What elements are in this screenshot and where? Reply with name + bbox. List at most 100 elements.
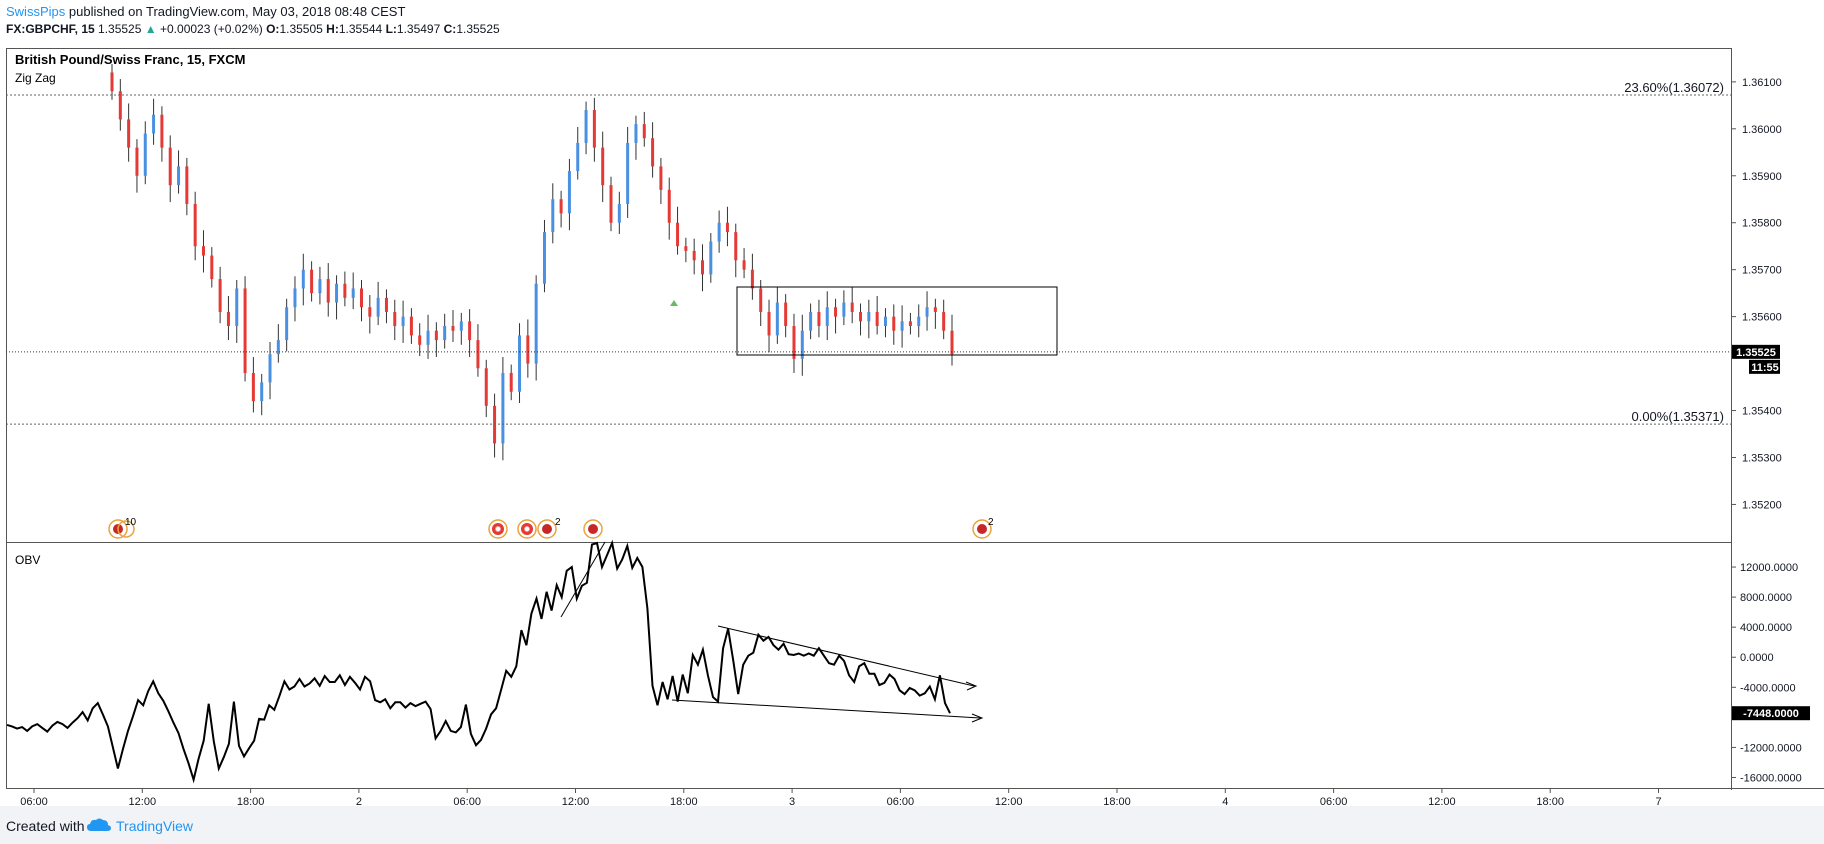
candle-body[interactable] (210, 255, 214, 280)
candle-body[interactable] (617, 203, 621, 223)
candle-body[interactable] (376, 297, 380, 317)
candle-body[interactable] (409, 316, 413, 336)
chart-canvas[interactable]: 1.36100 1.36000 1.35900 1.35800 1.35700 1.356… (0, 0, 1824, 806)
candle-body[interactable] (883, 316, 887, 327)
candle-body[interactable] (318, 279, 322, 294)
candle-body[interactable] (917, 316, 921, 327)
candle-body[interactable] (343, 283, 347, 298)
candle-body[interactable] (434, 330, 438, 341)
candle-body[interactable] (551, 199, 555, 233)
candle-body[interactable] (177, 166, 181, 186)
candle-body[interactable] (293, 288, 297, 308)
candle-body[interactable] (867, 311, 871, 322)
candle-body[interactable] (834, 307, 838, 317)
obv-series-line[interactable] (6, 539, 951, 784)
candle-body[interactable] (251, 372, 255, 402)
candle-body[interactable] (767, 311, 771, 336)
candle-body[interactable] (709, 241, 713, 275)
candle-body[interactable] (859, 311, 863, 322)
candle-body[interactable] (226, 311, 230, 327)
candle-body[interactable] (925, 307, 929, 317)
candle-body[interactable] (642, 124, 646, 139)
candle-body[interactable] (809, 311, 813, 331)
candle-body[interactable] (534, 283, 538, 364)
candle-body[interactable] (468, 321, 472, 341)
tradingview-link[interactable]: TradingView (116, 818, 194, 834)
obv-uptrend-line-drawing[interactable] (560, 541, 606, 618)
candle-body[interactable] (160, 114, 164, 148)
candle-body[interactable] (360, 288, 364, 308)
event-badge-uk-3[interactable]: 2 (972, 517, 994, 539)
candle-body[interactable] (168, 147, 172, 186)
candle-body[interactable] (792, 326, 796, 359)
candle-body[interactable] (667, 189, 671, 223)
candle-body[interactable] (509, 372, 513, 392)
candle-body[interactable] (542, 232, 546, 284)
candle-body[interactable] (692, 250, 696, 261)
event-badge-ch[interactable] (488, 519, 508, 539)
obv-lower-trendline-drawing[interactable] (671, 699, 981, 719)
event-badge-uk-2[interactable] (583, 519, 603, 539)
candle-body[interactable] (276, 340, 280, 355)
candle-body[interactable] (443, 326, 447, 341)
time-axis[interactable]: 06:00 12:00 18:00 2 06:00 12:00 18:00 3 06:00 12:… (20, 788, 1662, 806)
obv-upper-trendline-drawing[interactable] (717, 625, 975, 687)
candle-body[interactable] (393, 311, 397, 327)
candle-body[interactable] (567, 171, 571, 214)
candle-body[interactable] (784, 302, 788, 327)
candle-body[interactable] (243, 288, 247, 373)
candle-body[interactable] (634, 124, 638, 143)
candle-body[interactable] (775, 302, 779, 336)
candle-body[interactable] (626, 142, 630, 204)
candle-body[interactable] (418, 335, 422, 345)
candle-body[interactable] (135, 147, 139, 176)
candle-body[interactable] (451, 326, 455, 331)
candle-body[interactable] (892, 316, 896, 331)
candle-body[interactable] (825, 307, 829, 327)
candle-body[interactable] (501, 372, 505, 444)
candle-body[interactable] (476, 340, 480, 369)
candle-body[interactable] (584, 110, 588, 143)
candle-body[interactable] (676, 222, 680, 247)
candle-body[interactable] (201, 246, 205, 256)
candle-body[interactable] (127, 119, 131, 148)
candle-body[interactable] (218, 279, 222, 312)
candle-body[interactable] (268, 354, 272, 383)
candle-body[interactable] (700, 260, 704, 275)
candle-body[interactable] (559, 199, 563, 214)
candle-body[interactable] (110, 72, 114, 92)
candle-body[interactable] (717, 222, 721, 242)
candle-body[interactable] (285, 307, 289, 341)
candle-body[interactable] (734, 232, 738, 261)
candle-body[interactable] (576, 142, 580, 172)
author-link[interactable]: SwissPips (6, 4, 66, 19)
candle-body[interactable] (601, 147, 605, 186)
candle-body[interactable] (326, 279, 330, 303)
candle-body[interactable] (842, 302, 846, 317)
candle-body[interactable] (301, 269, 305, 289)
candle-body[interactable] (368, 307, 372, 317)
candle-body[interactable] (933, 307, 937, 312)
candle-body[interactable] (908, 321, 912, 327)
event-badge-ch-uk[interactable]: 2 (517, 517, 561, 539)
candle-body[interactable] (659, 166, 663, 190)
candle-body[interactable] (950, 330, 954, 355)
event-badge-uk[interactable]: 10 (108, 517, 137, 539)
candle-body[interactable] (684, 246, 688, 251)
candle-body[interactable] (942, 311, 946, 331)
price-axis[interactable]: 1.36100 1.36000 1.35900 1.35800 1.35700 1.356… (1731, 77, 1782, 512)
tradingview-cloud-icon[interactable] (86, 817, 112, 833)
candle-body[interactable] (651, 138, 655, 167)
candle-body[interactable] (351, 288, 355, 298)
candle-body[interactable] (900, 321, 904, 331)
obv-axis[interactable]: 12000.0000 8000.0000 4000.0000 0.0000 -4000.… (1731, 562, 1802, 784)
candle-body[interactable] (260, 382, 264, 402)
candle-body[interactable] (310, 269, 314, 294)
candle-body[interactable] (817, 311, 821, 327)
candle-body[interactable] (118, 91, 122, 120)
candle-body[interactable] (592, 110, 596, 148)
candle-body[interactable] (459, 321, 463, 331)
candle-body[interactable] (335, 283, 339, 303)
candle-body[interactable] (759, 288, 763, 312)
candle-body[interactable] (401, 316, 405, 327)
